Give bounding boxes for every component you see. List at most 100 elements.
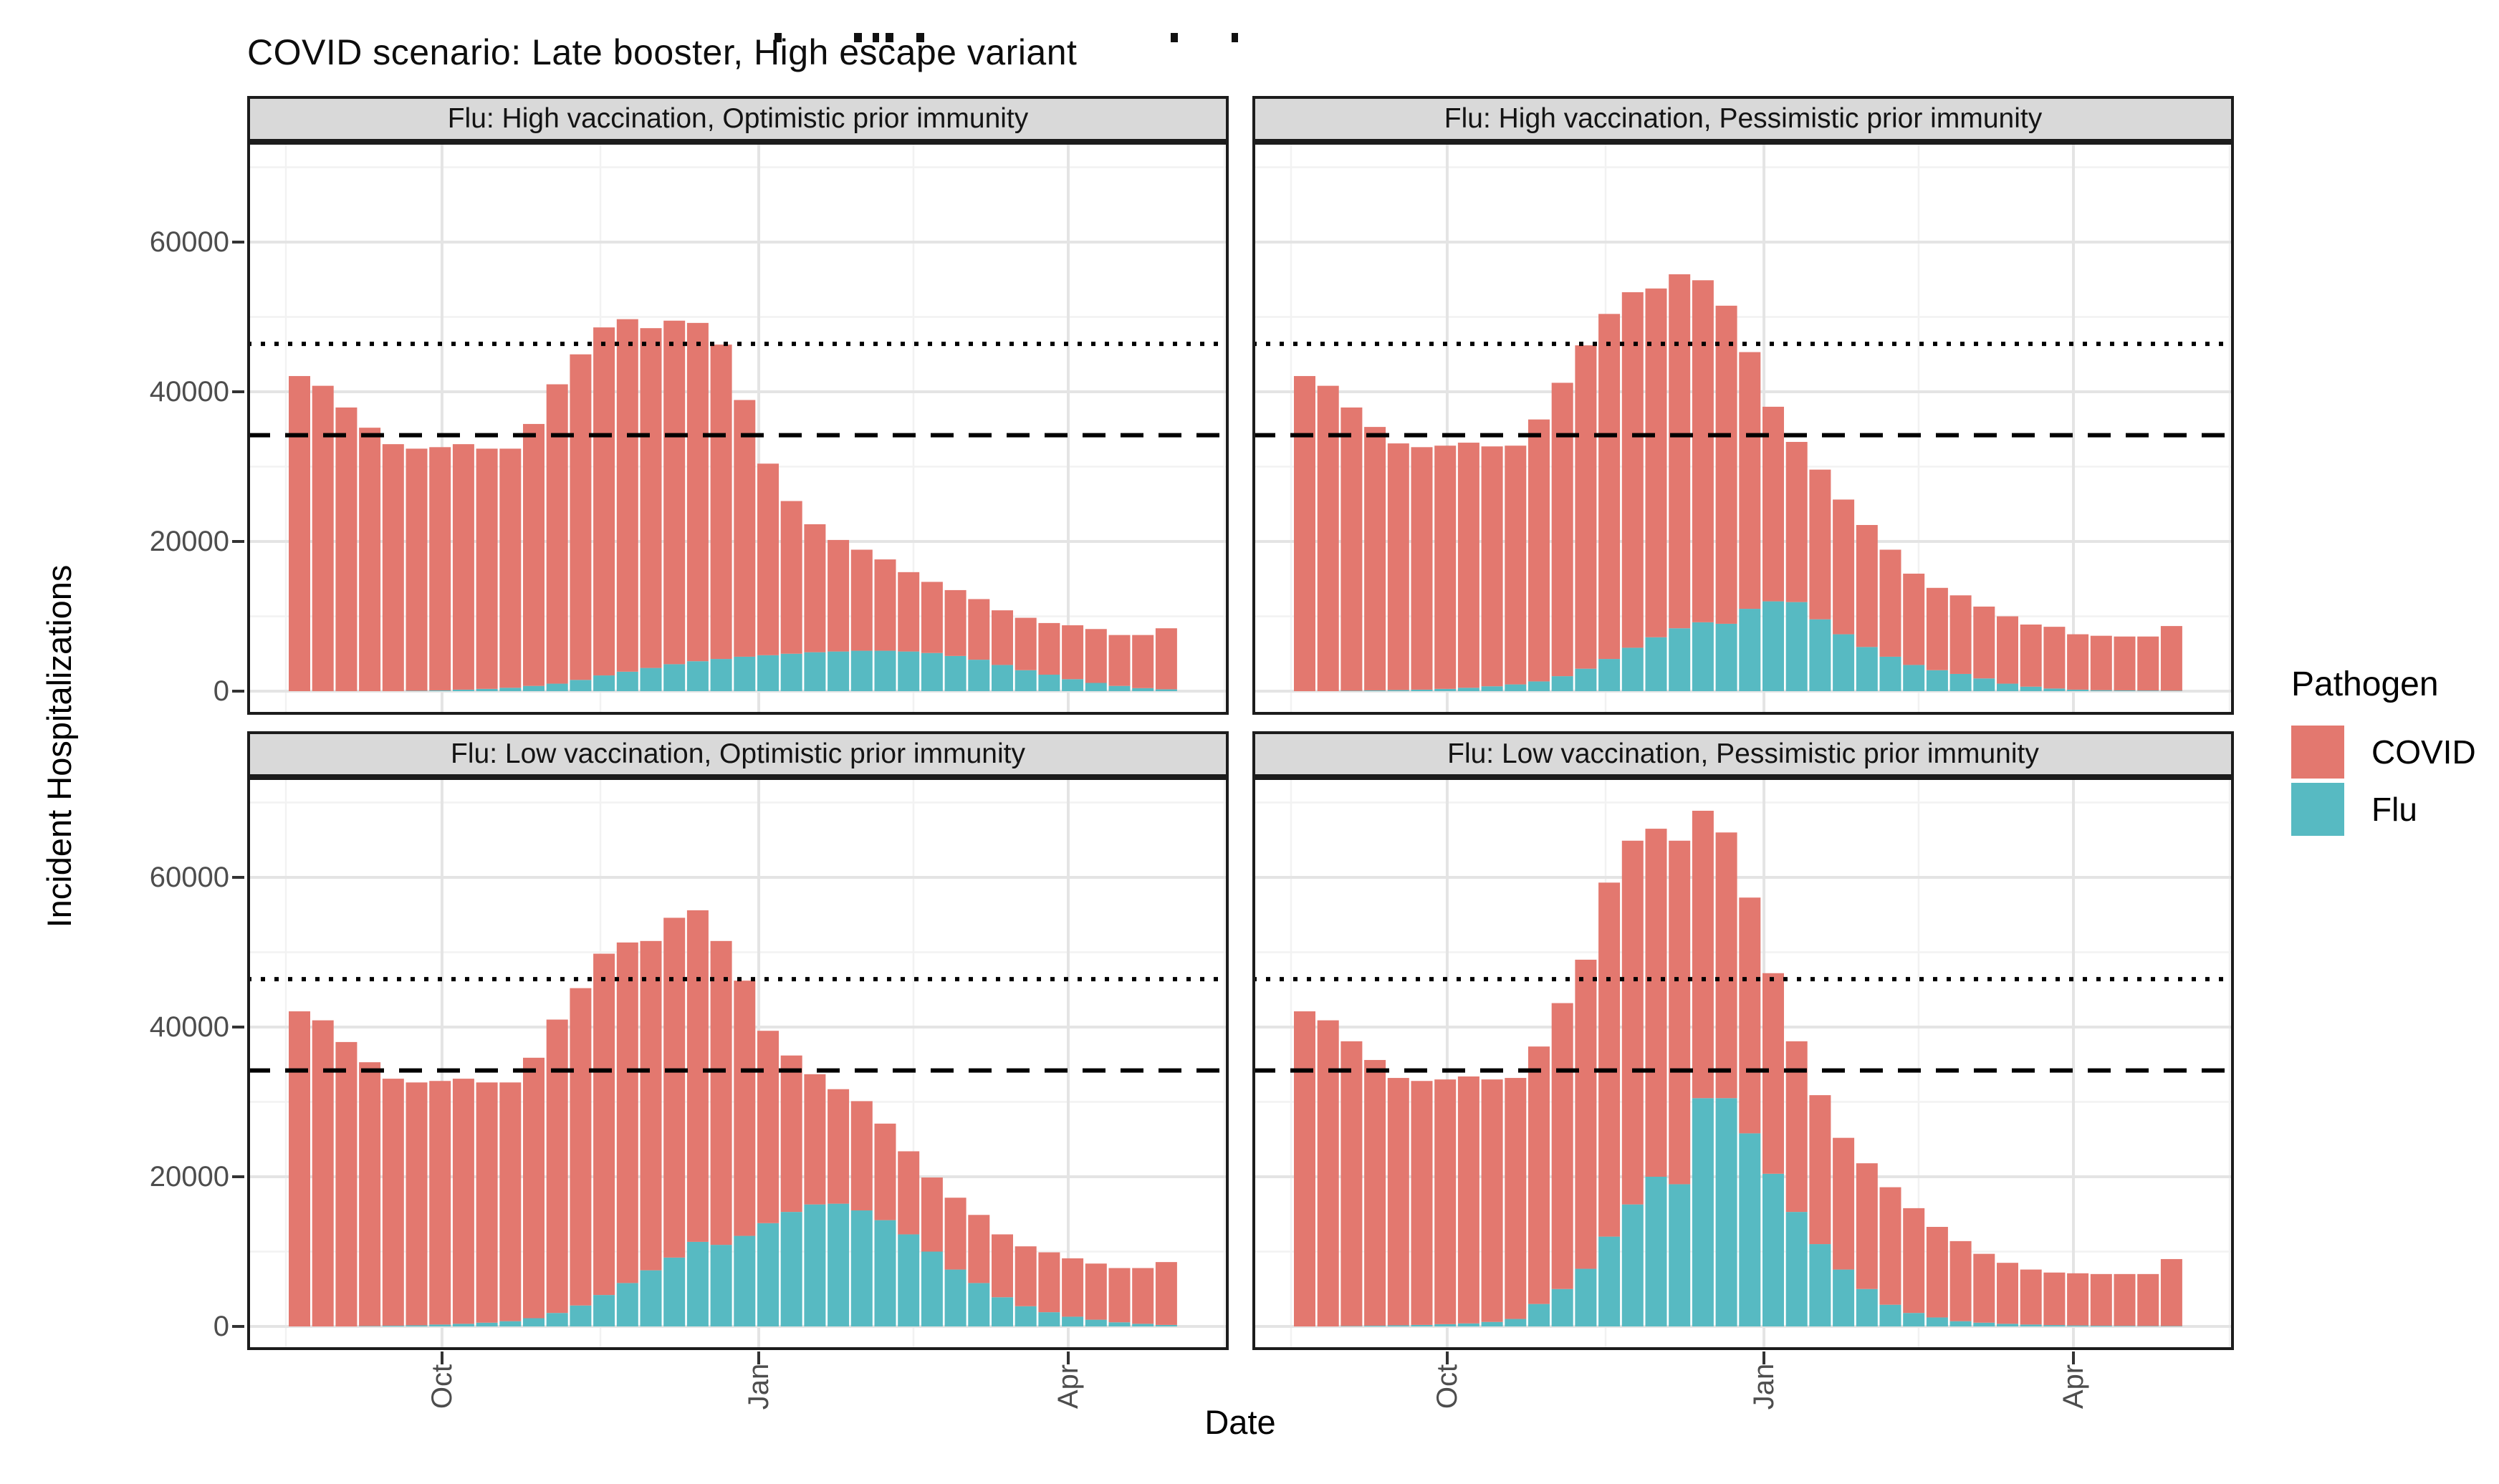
bar-segment-covid	[734, 400, 756, 657]
bar-segment-flu	[523, 685, 545, 691]
bar-segment-covid	[523, 423, 545, 686]
bar-segment-covid	[1669, 840, 1691, 1185]
bar-segment-flu	[1715, 1098, 1737, 1326]
bar-segment-covid	[992, 610, 1013, 665]
bar-segment-covid	[1340, 1041, 1363, 1326]
y-tick-label: 20000	[149, 526, 229, 557]
bar-segment-covid	[1575, 959, 1597, 1269]
bar-segment-flu	[1669, 628, 1691, 691]
bar-segment-flu	[1692, 622, 1714, 691]
cropped-text-artifact	[774, 33, 782, 42]
bar-segment-flu	[1621, 1204, 1644, 1326]
bar-segment-flu	[1621, 647, 1644, 691]
bar-segment-flu	[1879, 656, 1901, 691]
x-axis-title: Date	[1204, 1403, 1276, 1441]
bar-segment-covid	[686, 322, 709, 662]
bar-segment-flu	[2160, 690, 2182, 691]
bar-segment-covid	[406, 1082, 428, 1326]
x-tick-label: Jan	[1747, 1363, 1780, 1410]
bar-segment-flu	[1155, 1324, 1177, 1326]
bar-segment-flu	[780, 653, 802, 691]
bar-segment-flu	[850, 1210, 873, 1326]
bar-segment-flu	[1364, 690, 1386, 691]
y-tick-label: 60000	[149, 226, 229, 258]
bar-segment-flu	[1062, 1316, 1084, 1326]
bar-segment-flu	[1551, 676, 1573, 691]
bar-segment-covid	[289, 1011, 310, 1326]
bar-segment-covid	[850, 1101, 873, 1211]
bar-segment-flu	[452, 1324, 474, 1326]
bar-segment-flu	[499, 688, 522, 691]
bar-segment-flu	[593, 675, 615, 691]
bar-segment-flu	[1785, 602, 1808, 691]
bar-segment-covid	[1879, 1187, 1901, 1305]
bar-segment-flu	[523, 1318, 545, 1326]
bar-segment-covid	[968, 599, 990, 660]
bar-segment-flu	[1132, 688, 1154, 691]
bar-segment-covid	[2137, 636, 2159, 691]
bar-segment-flu	[992, 665, 1013, 691]
bar-segment-covid	[1762, 406, 1784, 602]
facet-strip-label: Flu: Low vaccination, Optimistic prior i…	[451, 738, 1025, 769]
bar-segment-covid	[686, 910, 709, 1242]
bar-segment-covid	[1132, 635, 1154, 688]
bar-segment-flu	[1785, 1212, 1808, 1326]
bar-segment-flu	[1434, 1324, 1457, 1326]
bar-segment-covid	[1317, 385, 1339, 691]
bar-segment-covid	[921, 1177, 943, 1252]
bar-segment-covid	[1949, 1240, 1972, 1321]
bar-segment-flu	[1528, 1304, 1550, 1326]
y-tick-mark	[232, 390, 244, 393]
bar-segment-flu	[921, 1251, 943, 1326]
facet-strip-label: Flu: High vaccination, Optimistic prior …	[447, 103, 1029, 134]
bar-segment-covid	[1505, 445, 1527, 685]
bar-segment-covid	[2160, 1258, 2182, 1326]
bar-segment-covid	[1926, 1227, 1948, 1318]
bar-segment-covid	[1132, 1268, 1154, 1324]
bar-segment-covid	[546, 384, 568, 684]
chart-title: COVID scenario: Late booster, High escap…	[247, 32, 1078, 72]
bar-segment-covid	[1108, 1268, 1131, 1323]
bar-segment-flu	[2020, 686, 2042, 691]
bar-segment-covid	[640, 328, 662, 668]
bar-segment-flu	[1833, 1269, 1855, 1326]
bar-segment-flu	[1926, 1317, 1948, 1326]
bar-segment-covid	[1973, 606, 1995, 679]
bar-segment-flu	[804, 652, 826, 691]
bar-segment-covid	[1739, 897, 1761, 1134]
bar-segment-covid	[1317, 1020, 1339, 1326]
bar-segment-flu	[1387, 690, 1409, 691]
bar-segment-covid	[663, 917, 686, 1258]
facet-strip: Flu: High vaccination, Optimistic prior …	[247, 96, 1229, 142]
bar-segment-flu	[546, 1313, 568, 1326]
bar-segment-covid	[335, 407, 358, 691]
bar-segment-covid	[1997, 1263, 2018, 1324]
x-tick-label: Apr	[2057, 1364, 2089, 1410]
bar-segment-covid	[1015, 1246, 1037, 1306]
bar-segment-covid	[1457, 1076, 1479, 1324]
bar-segment-flu	[1038, 675, 1060, 691]
bar-segment-flu	[1879, 1304, 1901, 1326]
panel-border	[247, 777, 1229, 1350]
bar-segment-flu	[2114, 690, 2136, 691]
bar-segment-flu	[1481, 686, 1503, 691]
bar-segment-covid	[1903, 1208, 1925, 1314]
x-tick-label: Oct	[1431, 1364, 1463, 1410]
bar-segment-covid	[898, 1151, 920, 1235]
bar-segment-flu	[710, 659, 732, 691]
bar-segment-flu	[476, 1322, 498, 1326]
bar-segment-covid	[1062, 1258, 1084, 1317]
bar-segment-flu	[1411, 689, 1433, 691]
bar-segment-flu	[1903, 1313, 1925, 1326]
bar-segment-covid	[593, 953, 615, 1296]
y-tick-label: 60000	[149, 862, 229, 893]
bar-segment-covid	[1856, 525, 1878, 647]
bar-segment-flu	[1833, 634, 1855, 691]
bar-segment-flu	[757, 1223, 779, 1326]
bar-segment-covid	[1809, 469, 1831, 620]
bar-segment-flu	[944, 1269, 966, 1326]
facet-strip: Flu: Low vaccination, Optimistic prior i…	[247, 731, 1229, 777]
bar-segment-flu	[710, 1245, 732, 1326]
bar-segment-covid	[1949, 595, 1972, 674]
bar-segment-covid	[1669, 274, 1691, 629]
